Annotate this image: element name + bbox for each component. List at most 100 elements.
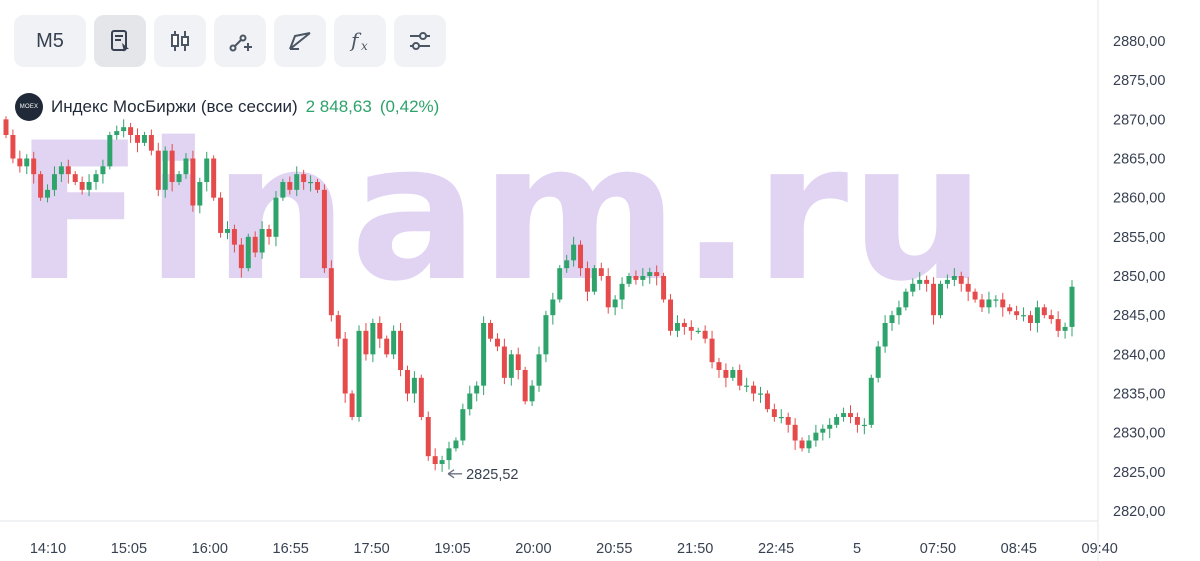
y-tick-label: 2835,00 [1113,387,1165,403]
candle [709,330,715,369]
candle [578,240,584,276]
candle-body [841,413,847,417]
candle [529,380,535,407]
function-button[interactable]: f x [334,15,386,67]
candle-body [979,299,985,308]
candle-body [508,354,514,378]
candle-body [605,276,611,308]
candle-body [287,182,293,190]
candle-body [626,276,632,284]
candle-body [107,135,113,167]
candle-body [446,448,452,461]
candle [169,144,175,192]
y-tick-label: 2840,00 [1113,347,1165,363]
candle-body [349,393,355,417]
candle-body [619,283,625,300]
candle-body [308,182,314,184]
candle-body [522,370,528,402]
timeframe-button[interactable]: M5 [14,15,86,67]
candle-body [148,135,154,151]
candle-body [432,456,438,464]
candle [958,271,964,292]
candle [100,159,106,184]
candle-body [398,330,404,370]
candle-body [342,338,348,394]
candle-body [453,440,459,449]
candle [792,418,798,450]
drawing-button[interactable] [274,15,326,67]
candle-body [834,417,840,425]
candle [349,390,355,421]
x-tick-label: 16:00 [192,541,228,557]
candle-body [411,377,417,394]
candle-body [758,393,763,395]
candle [363,323,369,361]
add-trend-button[interactable] [214,15,266,67]
candle [875,341,881,383]
candle-body [543,315,549,355]
x-tick-label: 15:05 [111,541,147,557]
candle-body [190,158,196,206]
candle-body [488,323,494,339]
candle-body [418,377,424,417]
candle-body [328,268,334,316]
settings-button[interactable] [394,15,446,67]
instrument-change: (0,42%) [379,97,440,116]
candle-body [315,182,320,190]
candle [24,154,30,175]
candle [668,294,674,336]
y-tick-label: 2865,00 [1113,152,1165,168]
candle [813,424,819,447]
candle-body [155,150,161,190]
candle [626,272,632,287]
candle [972,288,978,303]
moex-logo: MOEX [15,93,43,121]
candle [661,272,667,303]
candle [799,437,805,452]
x-tick-label: 20:00 [515,541,551,557]
candle [3,116,9,139]
candle [848,405,853,424]
candle [758,386,763,403]
y-tick-label: 2825,00 [1113,465,1165,481]
min-marker-label: 2825,52 [466,467,518,483]
candle-body [494,338,500,347]
candle-body [1055,319,1061,331]
candle [488,319,494,342]
y-tick-label: 2870,00 [1113,112,1165,128]
candle [1000,292,1006,317]
candle [903,288,909,311]
candle [543,310,549,363]
candle-body [924,279,930,284]
candle [986,291,992,314]
candle-body [578,244,584,269]
add-trend-icon [229,34,252,52]
candle [951,268,957,287]
candle-body [31,158,37,175]
candle-body [764,393,770,410]
candle-body [197,182,203,206]
candles-button[interactable] [154,15,206,67]
candle [654,265,660,286]
candle-body [335,315,341,339]
candle-body [875,346,881,378]
candle-body [564,260,570,269]
candle-body [647,272,653,276]
candle-body [896,307,902,316]
x-tick-label: 09:40 [1082,541,1118,557]
candle [944,274,950,289]
candle [647,267,653,284]
candle-body [771,409,777,417]
notes-button[interactable] [94,15,146,67]
candle-body [1007,307,1013,312]
candle [211,155,217,201]
x-tick-label: 07:50 [920,541,956,557]
candle-body [799,440,805,449]
candle-body [778,417,784,419]
candle-body [917,279,923,284]
candle-body [501,346,507,378]
candle [384,335,390,358]
x-tick-label: 17:50 [353,541,389,557]
